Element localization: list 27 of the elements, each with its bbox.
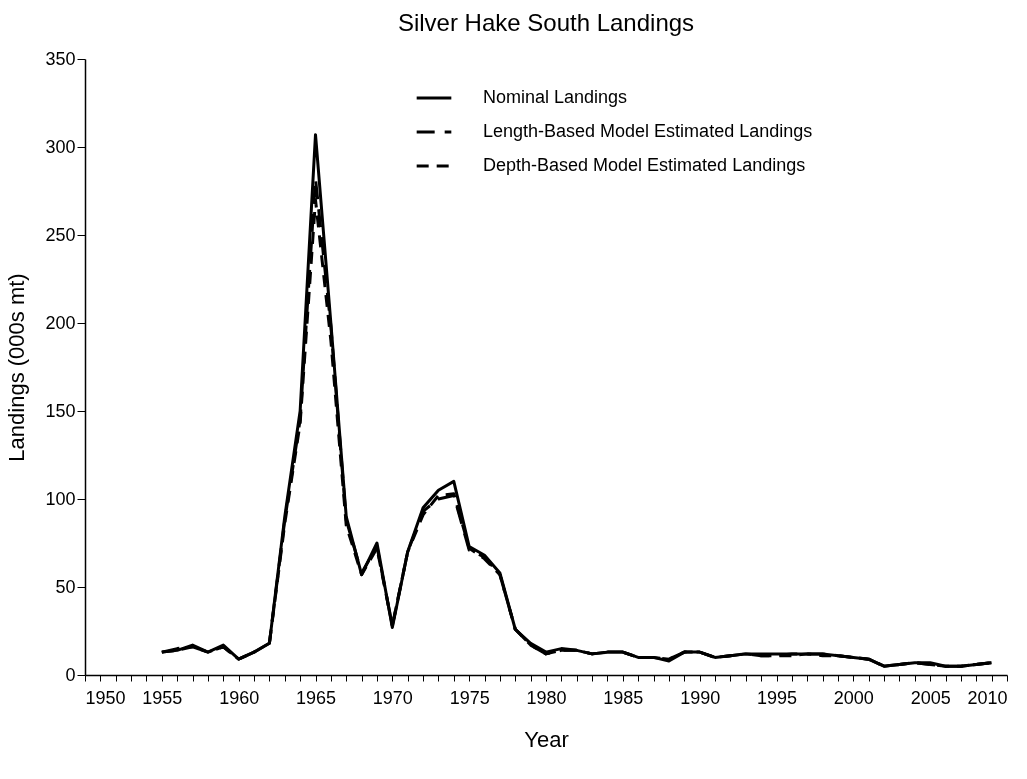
x-tick-label: 1950 (85, 687, 126, 708)
x-tick-label: 1980 (526, 687, 567, 708)
x-tick-label: 1990 (680, 687, 721, 708)
x-tick-label: 2010 (967, 687, 1008, 708)
x-tick-label: 2000 (833, 687, 874, 708)
legend-label: Length-Based Model Estimated Landings (483, 121, 813, 141)
x-tick-label: 1965 (295, 687, 337, 708)
x-tick-label: 1960 (219, 687, 260, 708)
x-tick-label: 1955 (142, 687, 183, 708)
y-axis-title: Landings (000s mt) (4, 273, 30, 462)
x-tick-label: 1975 (449, 687, 490, 708)
x-tick-label: 2005 (910, 687, 951, 708)
y-tick-label: 350 (45, 48, 76, 69)
x-tick-label: 1995 (756, 687, 798, 708)
legend-label: Depth-Based Model Estimated Landings (483, 155, 806, 175)
y-tick-label: 0 (65, 664, 76, 685)
y-tick-label: 200 (45, 312, 76, 333)
y-tick-label: 50 (55, 576, 76, 597)
legend-label: Nominal Landings (483, 87, 628, 107)
y-tick-label: 300 (45, 136, 76, 157)
x-axis-title: Year (524, 726, 569, 752)
y-tick-label: 100 (45, 488, 76, 509)
x-tick-label: 1985 (603, 687, 644, 708)
x-tick-label: 1970 (372, 687, 413, 708)
chart-title: Silver Hake South Landings (397, 9, 695, 36)
y-tick-label: 150 (45, 400, 76, 421)
y-tick-label: 250 (45, 224, 76, 245)
